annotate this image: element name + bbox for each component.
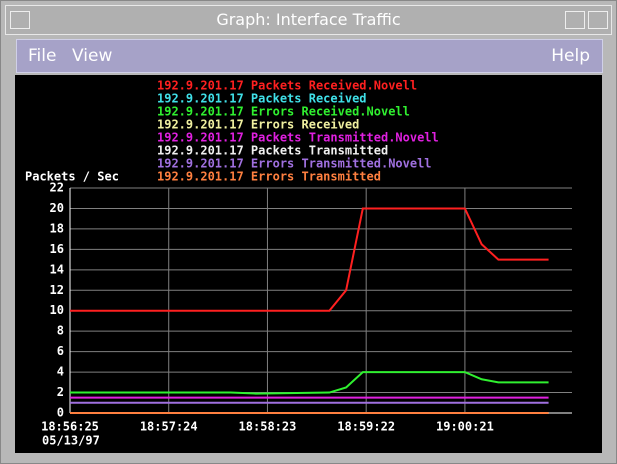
window-title: Graph: Interface Traffic bbox=[216, 10, 401, 29]
menu-view[interactable]: View bbox=[72, 46, 113, 66]
y-tick-label: 22 bbox=[50, 181, 64, 195]
legend-entry: 192.9.201.17 Errors Received bbox=[157, 118, 359, 132]
legend-entry: 192.9.201.17 Errors Received.Novell bbox=[157, 105, 410, 119]
menu-help[interactable]: Help bbox=[551, 46, 590, 66]
series-line bbox=[70, 371, 549, 395]
x-tick-label: 18:59:22 bbox=[337, 420, 395, 434]
y-tick-label: 12 bbox=[50, 283, 64, 297]
x-tick-label: 18:58:23 bbox=[239, 420, 297, 434]
y-tick-label: 14 bbox=[50, 262, 64, 276]
y-axis-label: Packets / Sec bbox=[25, 170, 119, 184]
y-tick-label: 10 bbox=[50, 303, 64, 317]
y-tick-label: 2 bbox=[57, 385, 64, 399]
legend-entry: 192.9.201.17 Packets Received.Novell bbox=[157, 79, 417, 93]
y-tick-label: 0 bbox=[57, 406, 64, 420]
window-menu-button[interactable] bbox=[10, 11, 30, 29]
y-tick-label: 6 bbox=[57, 344, 64, 358]
y-tick-label: 4 bbox=[57, 365, 64, 379]
title-bar: Graph: Interface Traffic bbox=[5, 5, 612, 35]
legend-entry: 192.9.201.17 Packets Received bbox=[157, 92, 367, 106]
minimize-button[interactable] bbox=[565, 11, 585, 29]
chart-background bbox=[15, 75, 602, 453]
series-line bbox=[70, 207, 549, 312]
menu-file[interactable]: File bbox=[28, 46, 57, 66]
legend-entry: 192.9.201.17 Packets Transmitted.Novell bbox=[157, 131, 439, 145]
legend-entry: 192.9.201.17 Packets Transmitted bbox=[157, 144, 388, 158]
y-tick-label: 18 bbox=[50, 221, 64, 235]
menu-bar: File View Help bbox=[16, 39, 603, 73]
y-tick-label: 8 bbox=[57, 324, 64, 338]
x-tick-label: 19:00:21 bbox=[436, 420, 494, 434]
legend-entry: 192.9.201.17 Errors Transmitted.Novell bbox=[157, 157, 432, 171]
maximize-button[interactable] bbox=[588, 11, 608, 29]
x-tick-label: 18:56:25 bbox=[41, 420, 99, 434]
x-date-label: 05/13/97 bbox=[42, 434, 100, 448]
x-tick-label: 18:57:24 bbox=[140, 420, 198, 434]
y-tick-label: 16 bbox=[50, 242, 64, 256]
y-tick-label: 20 bbox=[50, 201, 64, 215]
legend-entry: 192.9.201.17 Errors Transmitted bbox=[157, 170, 381, 184]
